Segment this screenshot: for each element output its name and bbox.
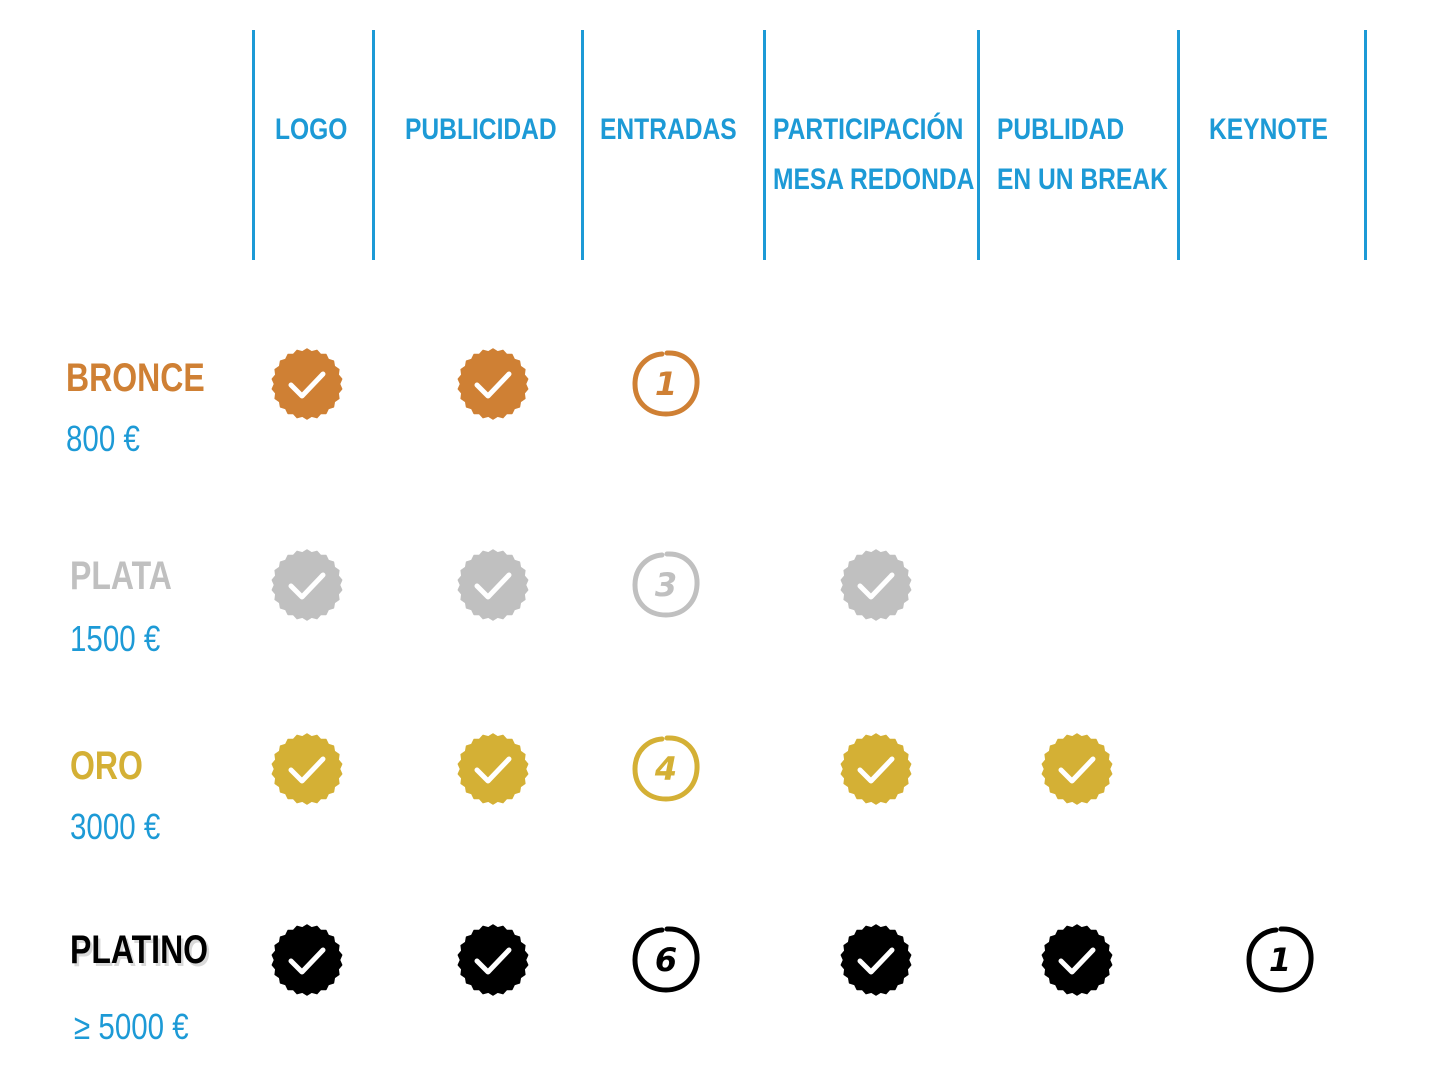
check-badge-icon — [456, 347, 530, 421]
circled-number-icon: 6 — [629, 923, 703, 997]
circled-number-icon: 4 — [629, 732, 703, 806]
column-divider — [372, 30, 375, 260]
tier-price-bronce: 800 € — [66, 418, 140, 459]
quantity-value: 4 — [654, 750, 678, 788]
check-badge-icon — [270, 732, 344, 806]
tier-name-oro: ORO — [70, 744, 143, 788]
column-header-logo: LOGO — [275, 105, 347, 155]
tier-price-plata: 1500 € — [70, 618, 161, 659]
check-badge-icon — [456, 923, 530, 997]
quantity-value: 1 — [654, 365, 678, 403]
check-badge-icon — [456, 548, 530, 622]
circled-number-icon: 1 — [1243, 923, 1317, 997]
check-badge-icon — [270, 548, 344, 622]
circled-number-icon: 3 — [629, 548, 703, 622]
column-header-publidad-break: PUBLIDAD EN UN BREAK — [997, 105, 1168, 205]
quantity-value: 6 — [654, 941, 678, 979]
tier-price-platino: ≥ 5000 € — [74, 1006, 189, 1047]
check-badge-icon — [839, 732, 913, 806]
check-badge-icon — [839, 548, 913, 622]
quantity-value: 3 — [654, 566, 678, 604]
quantity-value: 1 — [1268, 941, 1292, 979]
column-divider — [1364, 30, 1367, 260]
column-header-line: ENTRADAS — [600, 113, 737, 146]
column-header-participacion: PARTICIPACIÓN MESA REDONDA — [773, 105, 974, 205]
tier-name-platino: PLATINO — [70, 928, 209, 972]
column-divider — [977, 30, 980, 260]
check-badge-icon — [270, 347, 344, 421]
column-divider — [763, 30, 766, 260]
check-badge-icon — [1040, 923, 1114, 997]
check-badge-icon — [1040, 732, 1114, 806]
check-badge-icon — [270, 923, 344, 997]
circled-number-icon: 1 — [629, 347, 703, 421]
column-header-line: EN UN BREAK — [997, 163, 1168, 196]
column-header-line: PARTICIPACIÓN — [773, 113, 964, 146]
column-divider — [581, 30, 584, 260]
column-header-line: MESA REDONDA — [773, 163, 975, 196]
column-header-line: KEYNOTE — [1209, 113, 1328, 146]
tier-name-bronce: BRONCE — [66, 356, 205, 400]
column-header-line: PUBLICIDAD — [405, 113, 557, 146]
column-header-line: LOGO — [275, 113, 348, 146]
check-badge-icon — [456, 732, 530, 806]
column-header-line: PUBLIDAD — [997, 113, 1125, 146]
column-divider — [1177, 30, 1180, 260]
check-badge-icon — [839, 923, 913, 997]
column-header-entradas: ENTRADAS — [600, 105, 737, 155]
tier-name-plata: PLATA — [70, 554, 172, 598]
column-header-publicidad: PUBLICIDAD — [405, 105, 557, 155]
tier-price-oro: 3000 € — [70, 806, 161, 847]
column-header-keynote: KEYNOTE — [1209, 105, 1328, 155]
column-divider — [252, 30, 255, 260]
